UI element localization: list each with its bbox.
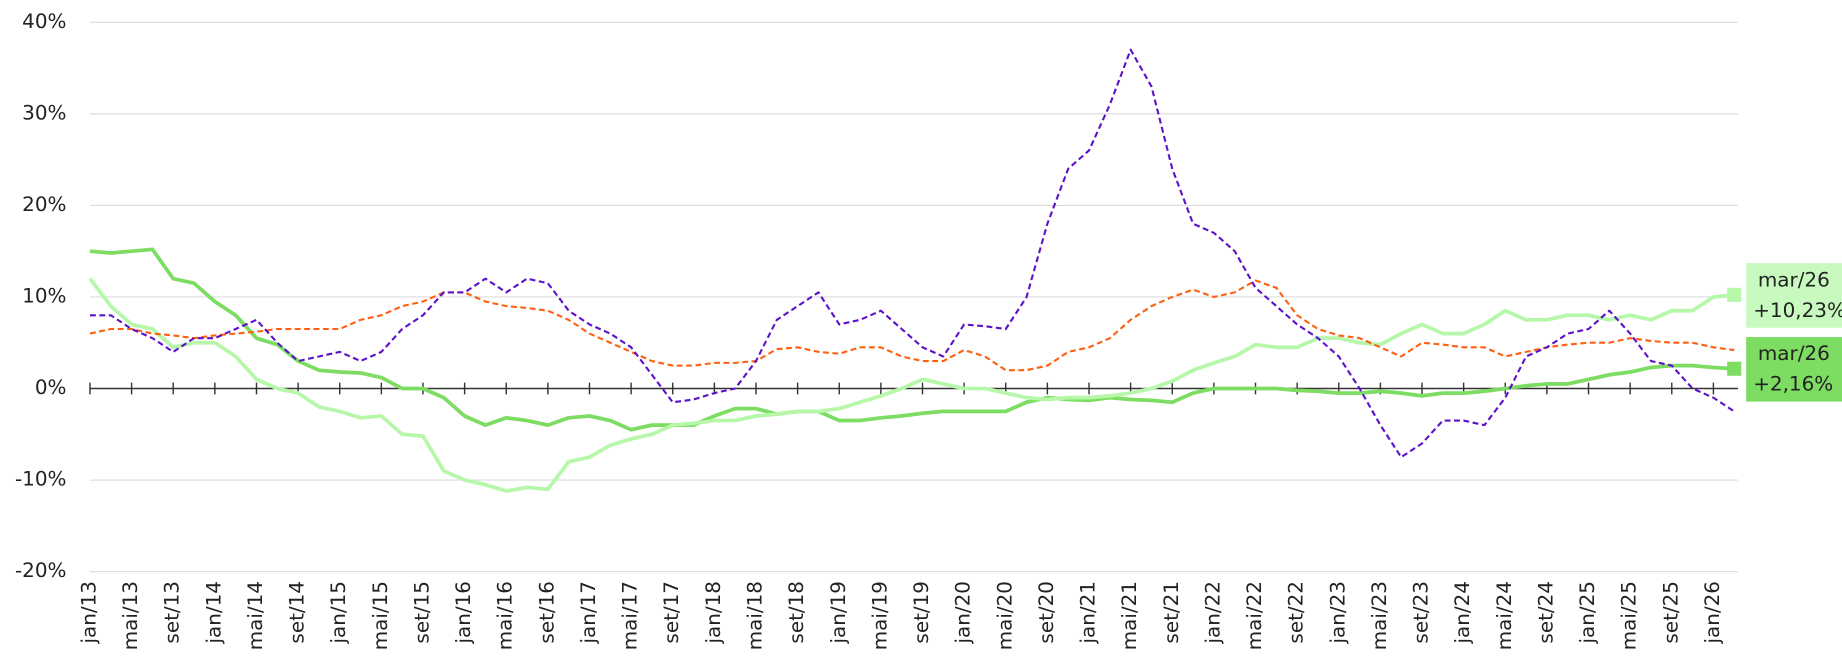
end-label-value: +2,16%	[1753, 372, 1833, 396]
series-line	[88, 277, 1735, 493]
end-label-value: +10,23%	[1753, 298, 1842, 322]
end-marker	[1727, 361, 1742, 376]
x-tick-label: jan/22	[1200, 581, 1224, 644]
x-tick-label: set/17	[659, 581, 683, 644]
y-tick-label: 0%	[35, 375, 67, 399]
end-label-date: mar/26	[1758, 341, 1830, 365]
x-tick-label: mai/22	[1242, 581, 1266, 650]
x-tick-label: jan/26	[1700, 581, 1724, 644]
x-tick-label: mai/25	[1617, 581, 1641, 650]
end-label-date: mar/26	[1758, 267, 1830, 291]
x-tick-label: mai/24	[1492, 581, 1516, 650]
x-tick-label: mai/13	[118, 581, 142, 650]
series-line	[89, 48, 1735, 459]
x-tick-label: jan/15	[326, 581, 350, 644]
series-line	[89, 279, 1735, 372]
x-tick-label: mai/23	[1367, 581, 1391, 650]
x-tick-label: jan/24	[1450, 581, 1474, 644]
y-tick-label: 30%	[22, 100, 66, 124]
x-tick-label: jan/18	[701, 581, 725, 644]
x-tick-label: set/19	[909, 581, 933, 644]
x-tick-label: set/13	[160, 581, 184, 644]
x-tick-label: jan/16	[451, 581, 475, 644]
y-tick-label: -20%	[15, 558, 67, 582]
x-tick-label: set/21	[1159, 581, 1183, 644]
x-tick-label: jan/13	[76, 581, 100, 644]
x-tick-label: set/16	[534, 581, 558, 644]
end-label-box	[1746, 263, 1842, 328]
x-tick-label: mai/17	[618, 581, 642, 650]
end-label-box	[1746, 337, 1842, 402]
end-marker	[1727, 287, 1742, 302]
x-tick-label: jan/19	[826, 581, 850, 644]
x-tick-label: set/15	[409, 581, 433, 644]
x-tick-label: jan/14	[201, 581, 225, 644]
x-tick-label: set/22	[1284, 581, 1308, 644]
x-tick-label: mai/14	[243, 581, 267, 650]
x-tick-label: jan/20	[951, 581, 975, 644]
x-tick-label: mai/15	[368, 581, 392, 650]
x-tick-label: set/25	[1658, 581, 1682, 644]
y-tick-label: 10%	[22, 283, 66, 307]
x-tick-label: set/18	[784, 581, 808, 644]
x-tick-label: jan/17	[576, 581, 600, 644]
x-tick-label: mai/21	[1117, 581, 1141, 650]
x-tick-label: jan/21	[1076, 581, 1100, 644]
x-tick-label: mai/18	[742, 581, 766, 650]
x-tick-label: mai/16	[493, 581, 517, 650]
series-line	[89, 247, 1735, 432]
y-tick-label: 40%	[22, 9, 66, 33]
x-tick-label: set/20	[1034, 581, 1058, 644]
x-tick-label: mai/19	[867, 581, 891, 650]
y-tick-label: -10%	[15, 467, 67, 491]
x-tick-label: set/23	[1409, 581, 1433, 644]
y-tick-label: 20%	[22, 192, 66, 216]
x-tick-label: set/24	[1533, 581, 1557, 644]
x-tick-label: set/14	[285, 581, 309, 644]
x-tick-label: jan/23	[1325, 581, 1349, 644]
x-tick-label: jan/25	[1575, 581, 1599, 644]
x-tick-label: mai/20	[992, 581, 1016, 650]
